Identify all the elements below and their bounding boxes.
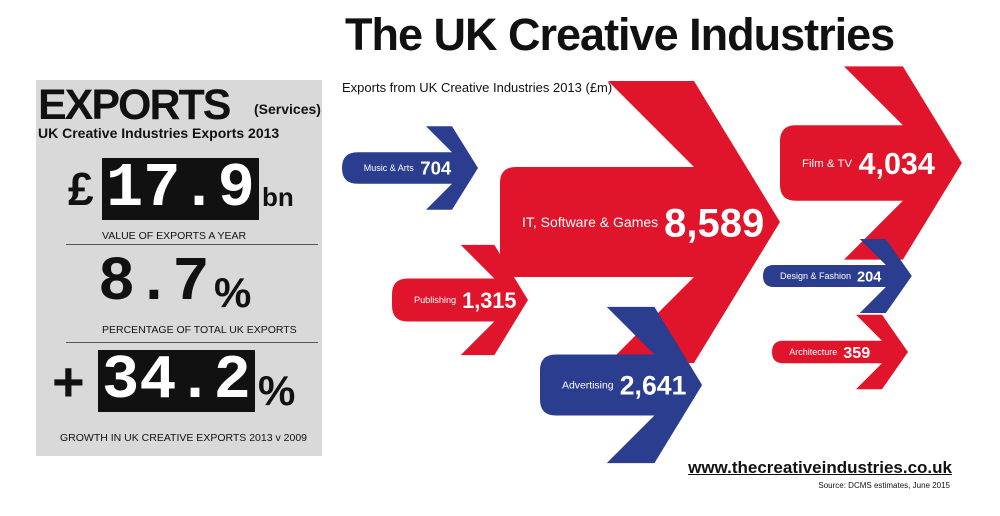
category-label: Publishing — [414, 295, 456, 305]
stat-caption: VALUE OF EXPORTS A YEAR — [102, 230, 247, 242]
arrow-bar — [780, 66, 962, 260]
arrow-it-software-games: IT, Software & Games 8,589 — [500, 81, 780, 363]
stat-value: 34.2 — [98, 350, 255, 412]
value-label: 8,589 — [664, 201, 764, 245]
exports-panel: EXPORTS (Services) UK Creative Industrie… — [36, 80, 322, 456]
arrow-advertising: Advertising 2,641 — [540, 306, 703, 464]
divider — [66, 342, 318, 343]
category-label: Design & Fashion — [780, 271, 851, 281]
stat-suffix: % — [258, 367, 296, 414]
category-label: Advertising — [562, 381, 614, 392]
arrow-bar — [500, 81, 780, 363]
category-label: Music & Arts — [364, 163, 415, 173]
stat-value: 17.9 — [102, 158, 259, 220]
value-label: 1,315 — [462, 288, 516, 313]
stat-caption: PERCENTAGE OF TOTAL UK EXPORTS — [102, 324, 297, 336]
value-label: 204 — [857, 269, 882, 285]
stat-caption: GROWTH IN UK CREATIVE EXPORTS 2013 v 200… — [60, 432, 308, 444]
source-note: Source: DCMS estimates, June 2015 — [818, 481, 950, 490]
stat-prefix: + — [52, 350, 85, 413]
panel-heading: EXPORTS — [38, 81, 231, 129]
value-label: 4,034 — [858, 147, 934, 181]
value-label: 2,641 — [620, 371, 687, 401]
arrow-publishing: Publishing 1,315 — [392, 244, 528, 356]
arrow-bar — [342, 126, 478, 210]
arrow-design-fashion: Design & Fashion 204 — [763, 239, 912, 313]
divider — [66, 244, 318, 245]
arrow-bar — [540, 306, 703, 464]
value-label: 704 — [420, 158, 452, 179]
category-label: Architecture — [789, 347, 837, 357]
stat-prefix: £ — [68, 163, 94, 215]
stat-value: 8.7 — [98, 247, 210, 318]
stat-suffix: % — [214, 269, 252, 316]
arrow-architecture: Architecture 359 — [772, 314, 908, 390]
panel-subtitle: UK Creative Industries Exports 2013 — [38, 125, 280, 141]
source-url[interactable]: www.thecreativeindustries.co.uk — [688, 458, 952, 477]
chart-title: Exports from UK Creative Industries 2013… — [342, 80, 613, 95]
arrow-film-tv: Film & TV 4,034 — [780, 66, 962, 260]
arrow-music-arts: Music & Arts 704 — [342, 126, 478, 210]
stat-suffix: bn — [262, 182, 294, 212]
panel-heading-sub: (Services) — [254, 101, 321, 117]
page-title: The UK Creative Industries — [345, 9, 895, 60]
arrow-bar — [772, 314, 908, 390]
category-label: IT, Software & Games — [522, 214, 658, 230]
arrow-bar — [763, 239, 912, 313]
category-label: Film & TV — [802, 158, 852, 170]
value-label: 359 — [843, 344, 870, 362]
arrow-bar — [392, 244, 528, 356]
